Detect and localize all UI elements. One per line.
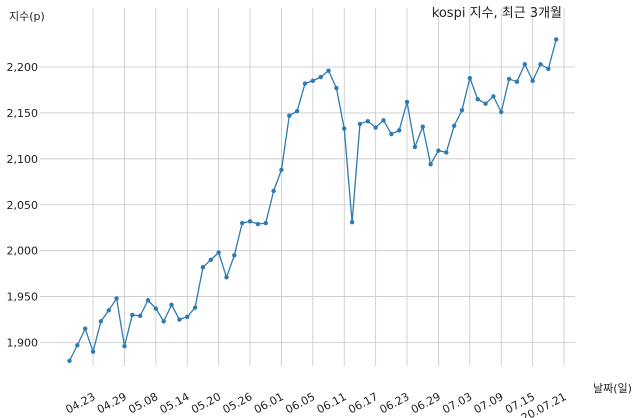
x-tick-label: 07.03: [440, 390, 474, 416]
data-point: [373, 125, 378, 130]
data-point: [475, 96, 480, 102]
x-tick-label: 07.09: [472, 390, 506, 416]
data-point: [499, 109, 504, 115]
data-point: [271, 188, 276, 194]
data-point: [428, 162, 433, 167]
data-point: [514, 79, 520, 84]
data-point: [349, 219, 355, 225]
y-tick-label: 2,100: [7, 153, 39, 166]
x-tick-labels: 04.2304.2905.0805.1405.2005.2606.0106.05…: [64, 390, 569, 418]
x-tick-label: 05.14: [158, 390, 192, 416]
data-point: [412, 144, 418, 150]
y-tick-label: 1,900: [7, 337, 39, 350]
data-point: [444, 150, 449, 155]
data-point: [546, 66, 551, 72]
data-point: [279, 167, 284, 173]
data-point: [90, 349, 96, 354]
data-point: [389, 131, 394, 137]
data-point: [483, 101, 488, 106]
data-point: [538, 62, 543, 67]
data-point: [302, 81, 308, 86]
chart-title: kospi 지수, 최근 3개월: [432, 6, 562, 21]
x-axis-label: 날짜(일): [593, 381, 632, 395]
y-tick-label: 2,050: [7, 199, 39, 212]
data-point: [381, 118, 386, 123]
x-tick-label: 06.05: [283, 390, 317, 416]
x-tick-label: 06.01: [252, 390, 286, 416]
data-point: [200, 264, 206, 270]
data-point: [247, 219, 253, 224]
data-point: [554, 37, 559, 42]
y-tick-labels: 1,900 1,950 2,000 2,050 2,100 2,150 2,200: [7, 61, 39, 350]
data-point: [342, 126, 347, 131]
data-point: [161, 319, 166, 324]
series-layer: [67, 37, 559, 364]
data-point: [169, 302, 174, 308]
data-point: [106, 308, 111, 313]
data-point: [263, 220, 268, 226]
data-point: [287, 113, 292, 118]
data-point: [365, 118, 370, 124]
data-point: [240, 220, 245, 226]
data-point: [67, 358, 72, 364]
data-point: [334, 85, 339, 91]
data-point: [75, 343, 80, 348]
data-point: [318, 74, 323, 80]
data-point: [530, 78, 535, 83]
data-point: [357, 121, 363, 127]
data-point: [326, 68, 331, 73]
data-point: [185, 314, 190, 319]
data-point: [192, 305, 198, 310]
data-point: [145, 298, 151, 303]
data-point: [177, 317, 182, 322]
data-point: [420, 124, 425, 129]
x-tick-label: 06.17: [346, 390, 380, 416]
data-point: [294, 108, 300, 114]
x-tick-label: 06.11: [315, 390, 349, 416]
data-point: [522, 62, 527, 67]
data-point: [255, 221, 261, 227]
data-point: [467, 75, 473, 81]
data-point: [122, 343, 127, 349]
data-point: [491, 94, 496, 99]
data-point: [224, 275, 229, 280]
y-tick-label: 2,200: [7, 61, 39, 74]
data-point: [83, 326, 88, 331]
y-tick-label: 2,150: [7, 107, 39, 120]
data-point: [459, 107, 465, 113]
data-point: [98, 319, 104, 324]
data-point: [451, 123, 457, 128]
data-point: [130, 312, 135, 318]
data-point: [404, 99, 410, 105]
grid-lines: [40, 8, 575, 366]
y-tick-label: 1,950: [7, 291, 39, 304]
x-tick-label: 05.26: [221, 390, 255, 416]
data-point: [506, 76, 512, 82]
data-point: [208, 257, 213, 263]
data-point: [397, 128, 402, 133]
data-point: [153, 306, 159, 311]
x-tick-label: 04.29: [95, 390, 129, 416]
x-tick-label: 06.29: [409, 390, 443, 416]
data-point: [436, 148, 441, 153]
x-tick-label: 05.20: [189, 390, 223, 416]
y-axis-label: 지수(p): [9, 10, 45, 23]
x-tick-label: 04.23: [64, 390, 98, 416]
data-point: [114, 296, 119, 301]
x-tick-label: 05.08: [126, 390, 160, 416]
data-point: [232, 253, 237, 258]
x-tick-label: 06.23: [378, 390, 412, 416]
y-tick-label: 2,000: [7, 245, 39, 258]
data-point: [310, 78, 316, 83]
data-point: [137, 313, 143, 319]
data-point: [216, 250, 221, 255]
